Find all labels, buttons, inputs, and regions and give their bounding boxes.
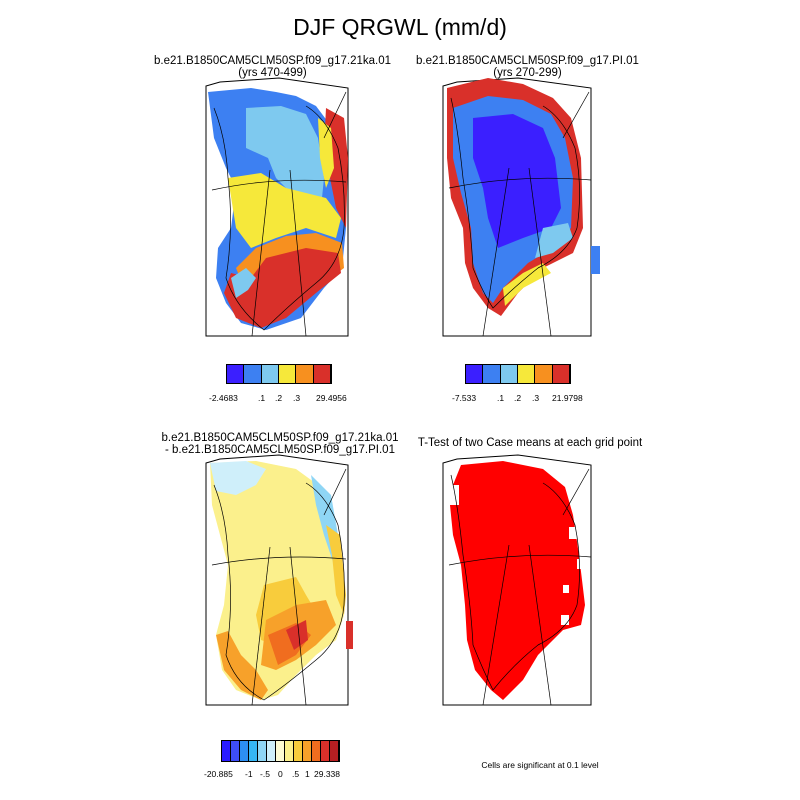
panel2-colorbar-labels: -7.533 .1 .2 .3 21.9798	[452, 393, 592, 405]
panel1-cb-label-3: .3	[293, 393, 301, 403]
panel3-title: b.e21.B1850CAM5CLM50SP.f09_g17.21ka.01 -…	[150, 432, 410, 456]
colorbar-swatch	[249, 741, 258, 761]
panel3-title-line2: - b.e21.B1850CAM5CLM50SP.f09_g17.PI.01	[165, 444, 395, 456]
figure-title: DJF QRGWL (mm/d)	[293, 14, 507, 40]
panel3-cb-label-2: -.5	[260, 769, 270, 779]
panel1-title-line1: b.e21.B1850CAM5CLM50SP.f09_g17.21ka.01	[154, 55, 391, 67]
colorbar-swatch	[258, 741, 267, 761]
panel1-cb-label-1: .1	[258, 393, 266, 403]
colorbar-swatch	[313, 365, 331, 383]
panel2-cb-label-max: 21.9798	[552, 393, 583, 403]
panel3-cb-label-min: -20.885	[204, 769, 233, 779]
panel2-cb-label-3: .3	[532, 393, 540, 403]
colorbar-swatch	[240, 741, 249, 761]
colorbar-swatch	[285, 741, 294, 761]
panel1-map	[205, 77, 349, 337]
colorbar-swatch	[294, 741, 303, 761]
panel4-map	[442, 454, 592, 706]
panel3-cb-label-3: 0	[278, 769, 283, 779]
colorbar-swatch	[222, 741, 231, 761]
colorbar-swatch	[552, 365, 570, 383]
panel3-colorbar	[221, 740, 340, 762]
colorbar-swatch	[330, 741, 339, 761]
colorbar-swatch	[483, 365, 501, 383]
colorbar-swatch	[278, 365, 297, 383]
panel1-colorbar	[226, 364, 332, 384]
panel1-title-line2: (yrs 470-499)	[238, 67, 307, 79]
colorbar-swatch	[231, 741, 240, 761]
panel2-colorbar	[465, 364, 571, 384]
colorbar-swatch	[227, 365, 245, 383]
colorbar-swatch	[244, 365, 262, 383]
panel2-title-line2: (yrs 270-299)	[493, 67, 562, 79]
panel2-cb-label-1: .1	[497, 393, 505, 403]
colorbar-swatch	[321, 741, 330, 761]
panel2-cb-label-2: .2	[514, 393, 522, 403]
panel3-map	[205, 454, 353, 706]
panel2-title-line1: b.e21.B1850CAM5CLM50SP.f09_g17.PI.01	[416, 55, 639, 67]
panel1-cb-label-2: .2	[275, 393, 283, 403]
panel2-cb-label-min: -7.533	[452, 393, 477, 403]
panel3-title-line1: b.e21.B1850CAM5CLM50SP.f09_g17.21ka.01	[161, 432, 399, 444]
panel1-cb-label-min: -2.4683	[209, 393, 238, 403]
colorbar-swatch	[466, 365, 484, 383]
panel1-title: b.e21.B1850CAM5CLM50SP.f09_g17.21ka.01 (…	[150, 55, 395, 79]
colorbar-swatch	[535, 365, 553, 383]
panel1-colorbar-labels: -2.4683 .1 .2 .3 29.4956	[209, 393, 349, 405]
panel3-cb-label-1: -1	[245, 769, 253, 779]
panel3-cb-label-5: 1	[305, 769, 310, 779]
panel3-colorbar-labels: -20.885 -1 -.5 0 .5 1 29.338	[204, 769, 354, 781]
panel3-cb-label-max: 29.338	[314, 769, 340, 779]
panel4-title: T-Test of two Case means at each grid po…	[417, 437, 643, 449]
panel2-map	[442, 77, 600, 337]
colorbar-swatch	[500, 365, 518, 383]
colorbar-swatch	[303, 741, 312, 761]
panel2-title: b.e21.B1850CAM5CLM50SP.f09_g17.PI.01 (yr…	[405, 55, 650, 79]
significance-note: Cells are significant at 0.1 level	[481, 760, 599, 770]
colorbar-swatch	[312, 741, 321, 761]
colorbar-swatch	[267, 741, 276, 761]
colorbar-swatch	[276, 741, 285, 761]
colorbar-swatch	[517, 365, 536, 383]
colorbar-swatch	[296, 365, 314, 383]
colorbar-swatch	[261, 365, 279, 383]
panel3-cb-label-4: .5	[292, 769, 300, 779]
panel1-cb-label-max: 29.4956	[316, 393, 347, 403]
